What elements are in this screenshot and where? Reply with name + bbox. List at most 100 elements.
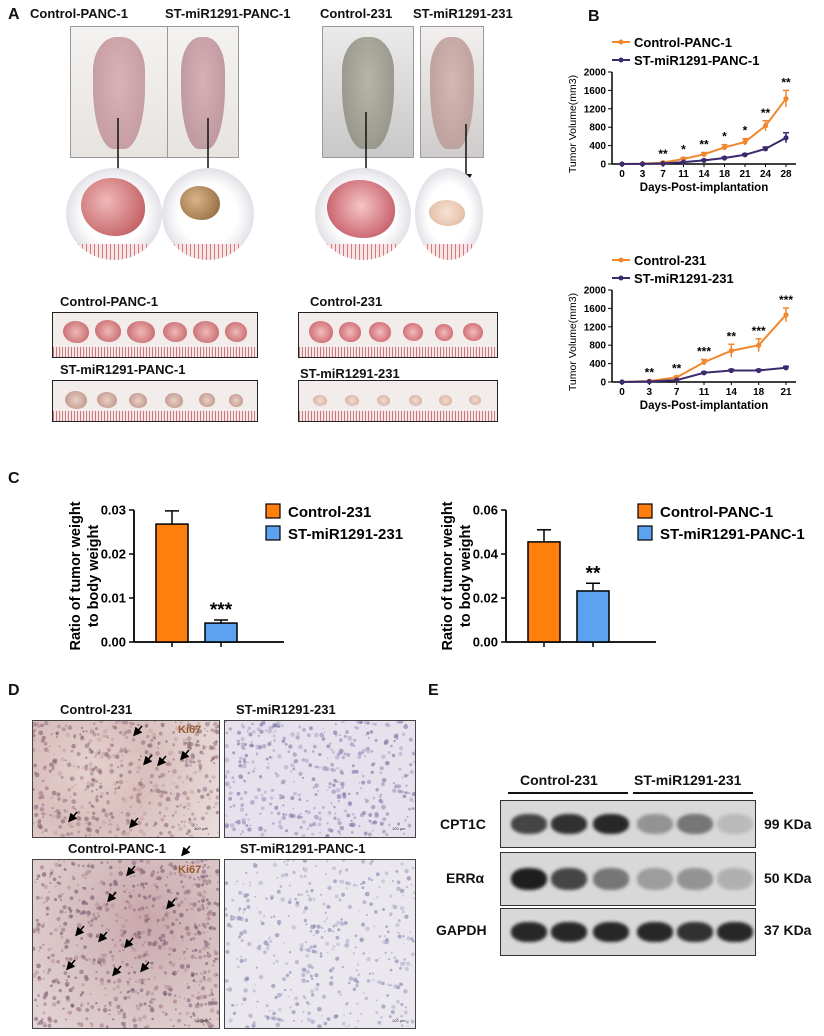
cell bbox=[62, 964, 66, 968]
cell bbox=[41, 831, 44, 834]
cell bbox=[33, 722, 37, 727]
cell bbox=[199, 766, 203, 770]
cell bbox=[121, 721, 126, 725]
cell bbox=[144, 959, 148, 963]
cell bbox=[117, 786, 121, 790]
cell bbox=[89, 749, 94, 754]
cell bbox=[205, 882, 208, 885]
y-tick-label: 0.00 bbox=[101, 635, 126, 650]
cell bbox=[160, 933, 166, 939]
cell bbox=[172, 948, 177, 953]
cell bbox=[120, 933, 125, 938]
cell bbox=[297, 793, 301, 797]
cell bbox=[79, 776, 84, 780]
cell bbox=[38, 730, 44, 736]
cell bbox=[243, 790, 248, 795]
cell bbox=[350, 819, 353, 823]
cell bbox=[113, 790, 118, 795]
cell bbox=[400, 906, 405, 911]
cell bbox=[86, 910, 92, 916]
cell bbox=[110, 743, 114, 748]
cell bbox=[138, 978, 143, 984]
cell bbox=[319, 732, 324, 738]
cell bbox=[289, 1005, 292, 1009]
cell bbox=[163, 773, 167, 777]
cell bbox=[407, 823, 412, 828]
cell bbox=[123, 996, 128, 1000]
cell bbox=[76, 1022, 80, 1026]
cell bbox=[131, 737, 136, 742]
cell bbox=[48, 890, 51, 893]
cell bbox=[183, 957, 187, 960]
ihc-label: ST-miR1291-PANC-1 bbox=[240, 841, 366, 856]
legend-swatch bbox=[265, 503, 281, 519]
cell bbox=[173, 866, 178, 871]
cell bbox=[108, 865, 113, 870]
cell bbox=[196, 1017, 200, 1020]
cell bbox=[323, 920, 326, 923]
cell bbox=[63, 860, 65, 863]
cell bbox=[271, 1009, 274, 1012]
cell bbox=[64, 942, 67, 945]
cell bbox=[392, 904, 394, 907]
cell bbox=[61, 949, 64, 952]
cell bbox=[143, 896, 148, 900]
x-tick-label: 0 bbox=[619, 169, 625, 180]
cell bbox=[95, 971, 98, 974]
y-tick-label: 400 bbox=[589, 141, 606, 152]
cell bbox=[139, 805, 143, 808]
cell bbox=[63, 809, 67, 813]
cell bbox=[192, 902, 197, 907]
cell bbox=[211, 964, 215, 967]
cell bbox=[390, 744, 393, 748]
cell bbox=[258, 880, 264, 886]
ihc-label: Control-231 bbox=[60, 702, 133, 717]
cell bbox=[167, 770, 170, 773]
y-tick-label: 0.02 bbox=[101, 547, 126, 562]
cell bbox=[134, 956, 137, 960]
tumor bbox=[313, 395, 327, 406]
cell bbox=[92, 958, 96, 962]
cell bbox=[39, 865, 45, 870]
ki67-arrows bbox=[66, 725, 191, 977]
cell bbox=[287, 995, 290, 998]
cell bbox=[129, 795, 134, 800]
cell bbox=[84, 871, 89, 877]
cell bbox=[275, 721, 281, 726]
cell bbox=[270, 895, 274, 899]
mouse-photo bbox=[70, 26, 168, 158]
cell bbox=[209, 1018, 212, 1021]
cell bbox=[298, 797, 302, 801]
cell bbox=[272, 1011, 276, 1016]
cell bbox=[178, 803, 183, 808]
cell bbox=[64, 724, 68, 727]
cell bbox=[105, 927, 109, 931]
cell bbox=[90, 804, 94, 808]
cell bbox=[397, 919, 401, 923]
cell bbox=[279, 793, 282, 797]
cell bbox=[44, 786, 49, 791]
cell bbox=[404, 869, 409, 874]
cell bbox=[400, 862, 404, 866]
cell bbox=[163, 971, 168, 975]
cell bbox=[74, 976, 78, 980]
cell bbox=[163, 941, 169, 946]
cell bbox=[210, 728, 215, 733]
cell bbox=[188, 756, 193, 762]
cell bbox=[396, 880, 401, 885]
cell bbox=[271, 822, 275, 825]
cell bbox=[188, 778, 192, 782]
cell bbox=[117, 978, 122, 984]
cell bbox=[369, 862, 373, 866]
cell bbox=[404, 723, 408, 727]
significance-mark: * bbox=[722, 130, 727, 144]
cell bbox=[321, 806, 325, 809]
cell bbox=[66, 762, 72, 768]
cell bbox=[81, 873, 86, 878]
cell bbox=[149, 781, 153, 784]
cell bbox=[38, 949, 41, 952]
cell bbox=[113, 996, 119, 1002]
cell bbox=[270, 916, 273, 919]
cell bbox=[99, 782, 102, 785]
cell bbox=[159, 831, 163, 835]
